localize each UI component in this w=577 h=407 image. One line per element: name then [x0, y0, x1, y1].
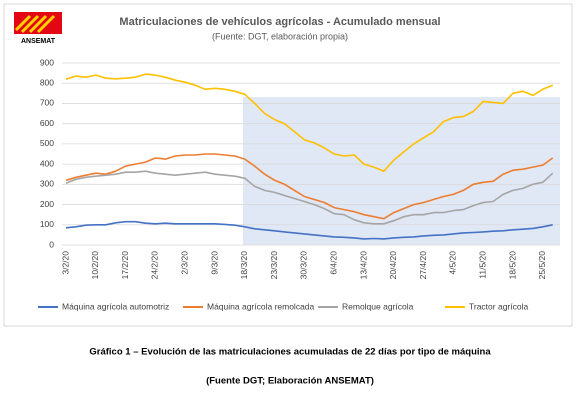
legend-item: Tractor agrícola	[445, 301, 528, 311]
chart-subtitle: (Fuente: DGT, elaboración propia)	[212, 31, 348, 41]
x-tick-label: 30/3/20	[299, 251, 309, 280]
y-tick-label: 900	[40, 57, 54, 67]
caption: Gráfico 1 – Evolución de las matriculaci…	[89, 347, 491, 358]
x-tick-label: 24/2/20	[150, 251, 160, 280]
legend-label: Máquina agrícola automotriz	[62, 301, 169, 311]
x-tick-label: 20/4/20	[388, 251, 398, 280]
x-tick-label: 17/2/20	[120, 251, 130, 280]
legend-item: Remolque agrícola	[318, 301, 414, 311]
legend-item: Máquina agrícola remolcada	[183, 301, 315, 311]
x-tick-label: 27/4/20	[418, 251, 428, 280]
series-line	[65, 220, 553, 240]
chart-title: Matriculaciones de vehículos agrícolas -…	[119, 16, 440, 28]
y-tick-label: 0	[49, 239, 54, 249]
y-tick-label: 100	[40, 219, 54, 229]
legend-item: Máquina agrícola automotriz	[38, 301, 169, 311]
y-tick-label: 300	[40, 179, 54, 189]
y-tick-label: 500	[40, 138, 54, 148]
legend-label: Remolque agrícola	[342, 301, 414, 311]
x-tick-label: 6/4/20	[328, 251, 338, 275]
logo: ANSEMAT	[14, 12, 62, 45]
x-tick-label: 3/2/20	[60, 251, 70, 275]
x-tick-label: 2/3/20	[179, 251, 189, 275]
x-tick-label: 18/3/20	[239, 251, 249, 280]
x-tick-label: 25/5/20	[537, 251, 547, 280]
x-tick-label: 4/5/20	[448, 251, 458, 275]
y-tick-label: 600	[40, 118, 54, 128]
series-line	[65, 73, 554, 172]
y-tick-label: 800	[40, 77, 54, 87]
legend-label: Tractor agrícola	[469, 301, 528, 311]
y-tick-label: 700	[40, 98, 54, 108]
series-line	[65, 170, 554, 225]
x-tick-label: 11/5/20	[477, 251, 487, 279]
logo-stripes	[14, 14, 56, 34]
x-tick-label: 18/5/20	[507, 251, 517, 280]
source: (Fuente DGT; Elaboración ANSEMAT)	[206, 376, 374, 387]
x-tick-label: 13/4/20	[358, 251, 368, 280]
x-tick-label: 10/2/20	[90, 251, 100, 280]
y-tick-label: 200	[40, 199, 54, 209]
x-tick-label: 9/3/20	[209, 251, 219, 275]
x-tick-label: 23/3/20	[269, 251, 279, 280]
highlight-band	[243, 97, 560, 245]
series-line	[65, 153, 554, 220]
y-tick-label: 400	[40, 158, 54, 168]
legend-label: Máquina agrícola remolcada	[207, 301, 315, 311]
plot: 0 100 200 300 400 500 600 700 800 900 3/2/20 10/2/2…	[38, 57, 560, 311]
logo-text: ANSEMAT	[21, 38, 56, 45]
